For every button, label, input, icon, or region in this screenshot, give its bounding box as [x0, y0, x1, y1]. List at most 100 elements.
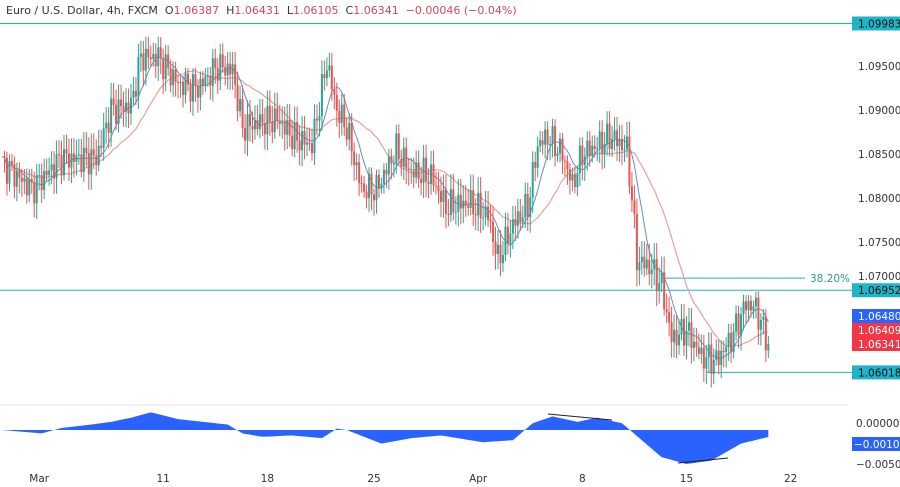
candle [568, 162, 571, 195]
slow-moving-average [1, 69, 769, 348]
candle-body [390, 156, 393, 164]
candle-body [410, 169, 413, 171]
high-label: H [226, 4, 235, 17]
candle-body [764, 316, 767, 351]
candle [43, 158, 46, 200]
candle [249, 99, 251, 142]
candle [125, 88, 127, 128]
candle-body [472, 190, 475, 215]
candle-body [100, 145, 103, 148]
candle-body [187, 73, 189, 85]
x-tick-label: 22 [784, 473, 797, 485]
candle [635, 198, 638, 287]
candle-body [702, 347, 705, 369]
candle [687, 307, 690, 347]
candle [224, 55, 227, 86]
candle [494, 226, 497, 270]
candle [685, 316, 688, 360]
candle-body [737, 313, 740, 336]
candle [246, 100, 249, 157]
candle [196, 79, 199, 113]
candle-body [30, 179, 33, 183]
level-price-label: 1.06018 [858, 367, 900, 379]
candle [752, 300, 755, 319]
candle [102, 112, 105, 161]
candle-body [291, 135, 294, 150]
candle-body [358, 162, 361, 184]
candle-body [563, 160, 566, 162]
candle-body [18, 170, 21, 178]
candle [363, 176, 366, 198]
candle [358, 153, 361, 197]
open-label: O [164, 4, 174, 17]
candle [97, 129, 100, 172]
candle-body [650, 269, 653, 275]
candle-body [333, 89, 336, 95]
candle [199, 71, 202, 111]
change-value: −0.00046 (−0.04%) [405, 4, 517, 17]
candle [318, 101, 321, 137]
candle-body [53, 164, 56, 179]
candle-body [206, 75, 209, 77]
candle-body [467, 204, 470, 208]
candle-body [48, 170, 51, 176]
candle [439, 176, 442, 218]
candle [499, 230, 502, 276]
candle-body [139, 53, 142, 57]
candle [514, 206, 517, 242]
candle [13, 156, 16, 199]
candle [730, 324, 733, 363]
candle-body [633, 200, 636, 214]
candle [516, 198, 519, 239]
candle-body [524, 193, 527, 218]
candle-body [154, 54, 157, 67]
candle-body [214, 58, 217, 69]
candle [695, 327, 698, 357]
candle-body [147, 48, 150, 58]
candle-body [596, 147, 599, 149]
candle-body [504, 226, 507, 256]
candle [338, 99, 341, 139]
candle-body [55, 154, 58, 179]
candle [613, 117, 616, 151]
candle [266, 90, 269, 150]
candle [244, 114, 247, 154]
candle [35, 164, 38, 220]
candle [576, 165, 579, 196]
candle [432, 150, 435, 193]
candle-body [33, 182, 36, 204]
candle-body [318, 115, 321, 121]
candle [335, 82, 338, 127]
candle-body [643, 256, 646, 269]
candle-body [479, 192, 482, 218]
candle-body [529, 197, 532, 218]
candle [132, 76, 135, 105]
level-price-label: 1.06952 [858, 285, 900, 297]
candle [206, 67, 209, 87]
candle-body [415, 162, 418, 178]
candle [544, 121, 547, 159]
candle-body [177, 81, 180, 83]
candle [328, 52, 331, 78]
candle-body [43, 170, 46, 191]
candle [573, 166, 576, 194]
candle [452, 173, 455, 221]
candle-body [172, 69, 175, 86]
candle [675, 314, 678, 359]
candle-body [586, 140, 589, 157]
candle [539, 130, 542, 152]
candle [87, 137, 90, 190]
candle [211, 49, 214, 102]
candle [85, 132, 88, 167]
candle-body [296, 122, 299, 141]
candle [767, 335, 770, 358]
candle [405, 137, 408, 184]
candle [668, 296, 671, 337]
candle [457, 179, 460, 227]
candle [638, 246, 641, 286]
low-value: 1.06105 [293, 4, 339, 17]
candle [45, 158, 48, 182]
candle [519, 199, 522, 232]
candle-body [125, 102, 127, 112]
